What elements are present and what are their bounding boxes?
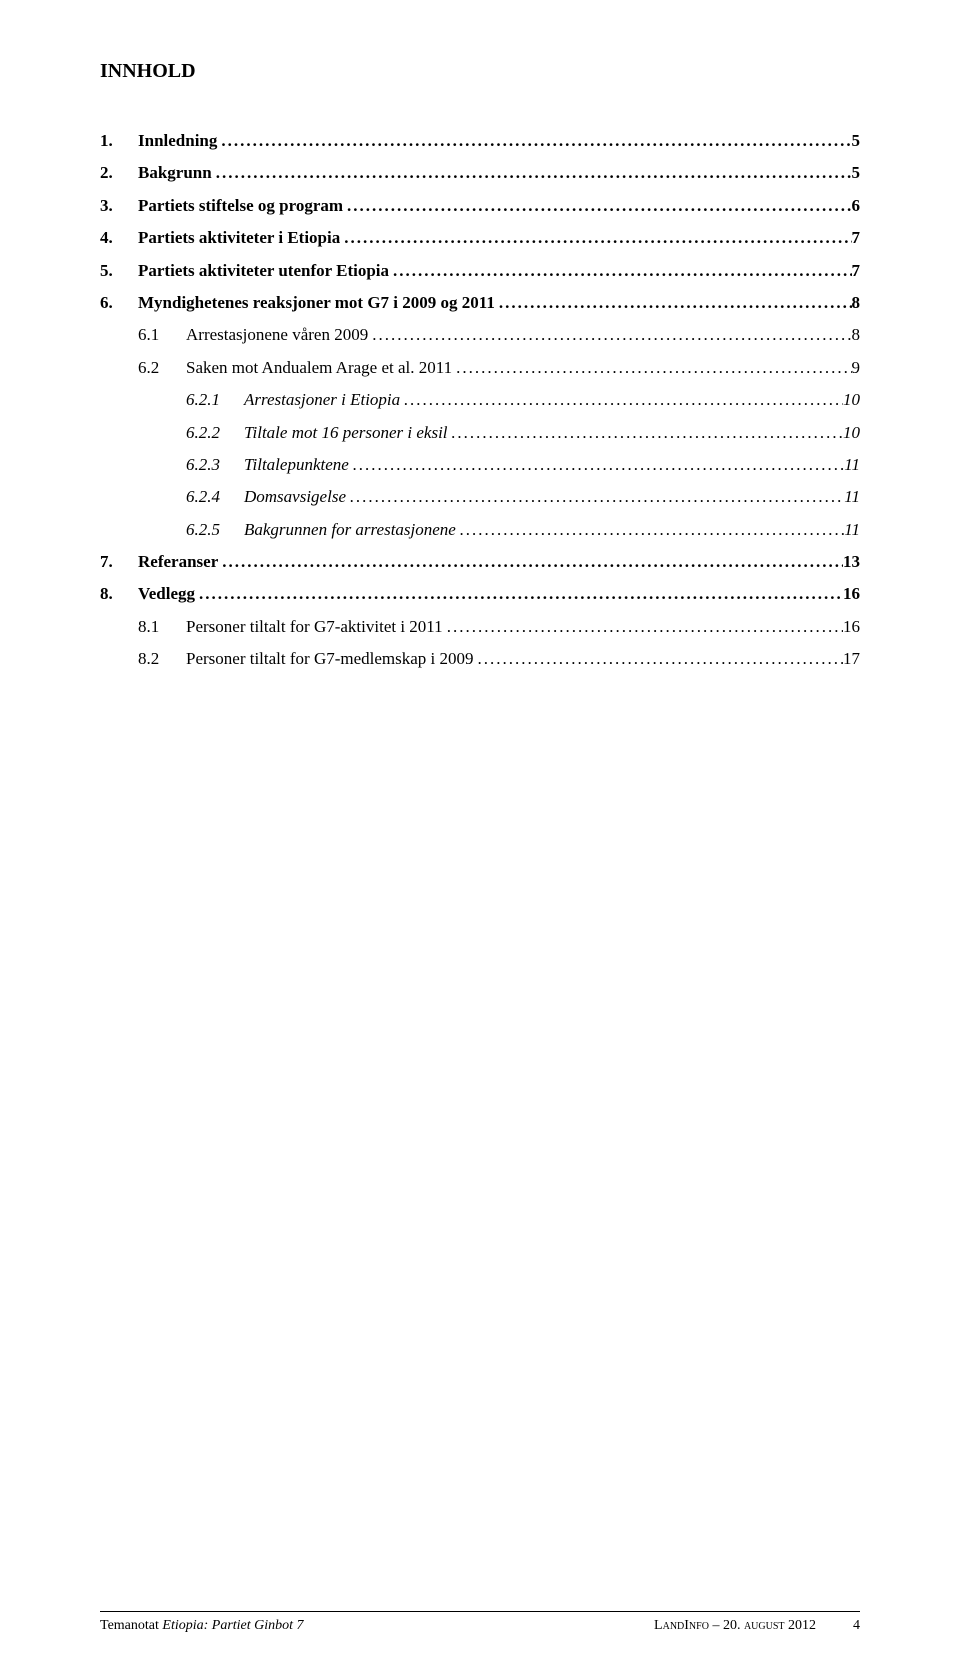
table-of-contents: 1.Innledning............................… [100, 131, 860, 670]
toc-page: 8 [852, 325, 861, 345]
toc-number: 6.2.2 [186, 423, 244, 443]
toc-label: Saken mot Andualem Arage et al. 2011 [186, 358, 452, 378]
toc-number: 4. [100, 228, 138, 248]
toc-entry: 8.1Personer tiltalt for G7-aktivitet i 2… [100, 617, 860, 637]
toc-label: Referanser [138, 552, 218, 572]
footer-center-sep: – [709, 1618, 723, 1633]
toc-entry: 7.Referanser............................… [100, 552, 860, 572]
toc-leader-dots: ........................................… [474, 649, 843, 669]
toc-page: 7 [852, 261, 861, 281]
footer-rule [100, 1611, 860, 1612]
toc-page: 10 [843, 390, 860, 410]
page-footer: Temanotat Etiopia: Partiet Ginbot 7 Land… [100, 1611, 860, 1634]
toc-entry: 8.2Personer tiltalt for G7-medlemskap i … [100, 649, 860, 669]
toc-leader-dots: ........................................… [400, 390, 843, 410]
toc-number: 6.2.4 [186, 487, 244, 507]
toc-label: Vedlegg [138, 584, 195, 604]
toc-page: 13 [843, 552, 860, 572]
toc-entry: 6.2.5Bakgrunnen for arrestasjonene......… [100, 520, 860, 540]
toc-label: Partiets aktiviteter utenfor Etiopia [138, 261, 389, 281]
toc-page: 11 [844, 520, 860, 540]
toc-page: 11 [844, 455, 860, 475]
footer-left-prefix: Temanotat [100, 1618, 162, 1633]
toc-label: Innledning [138, 131, 217, 151]
toc-entry: 6.2Saken mot Andualem Arage et al. 2011.… [100, 358, 860, 378]
toc-entry: 6.2.1Arrestasjoner i Etiopia............… [100, 390, 860, 410]
toc-label: Domsavsigelse [244, 487, 346, 507]
toc-number: 6.2.1 [186, 390, 244, 410]
toc-label: Arrestasjoner i Etiopia [244, 390, 400, 410]
toc-page: 16 [843, 617, 860, 637]
toc-label: Bakgrunn [138, 163, 212, 183]
toc-number: 2. [100, 163, 138, 183]
toc-leader-dots: ........................................… [495, 293, 852, 313]
toc-number: 5. [100, 261, 138, 281]
toc-leader-dots: ........................................… [217, 131, 851, 151]
toc-entry: 1.Innledning............................… [100, 131, 860, 151]
toc-page: 5 [852, 163, 861, 183]
toc-leader-dots: ........................................… [389, 261, 851, 281]
toc-entry: 6.2.4Domsavsigelse......................… [100, 487, 860, 507]
toc-number: 8.1 [138, 617, 186, 637]
footer-right: LandInfo – 20. august 2012 4 [654, 1618, 860, 1634]
toc-label: Tiltale mot 16 personer i eksil [244, 423, 448, 443]
toc-number: 6. [100, 293, 138, 313]
toc-leader-dots: ........................................… [212, 163, 852, 183]
toc-leader-dots: ........................................… [456, 520, 844, 540]
toc-label: Arrestasjonene våren 2009 [186, 325, 368, 345]
page-title: INNHOLD [100, 60, 860, 83]
toc-number: 6.2.3 [186, 455, 244, 475]
toc-entry: 8.Vedlegg...............................… [100, 584, 860, 604]
toc-entry: 6.Myndighetenes reaksjoner mot G7 i 2009… [100, 293, 860, 313]
toc-leader-dots: ........................................… [340, 228, 851, 248]
toc-page: 16 [843, 584, 860, 604]
toc-number: 6.1 [138, 325, 186, 345]
toc-label: Personer tiltalt for G7-aktivitet i 2011 [186, 617, 443, 637]
toc-leader-dots: ........................................… [349, 455, 844, 475]
footer-row: Temanotat Etiopia: Partiet Ginbot 7 Land… [100, 1618, 860, 1634]
footer-page-number: 4 [853, 1618, 860, 1633]
footer-left-italic: Etiopia: Partiet Ginbot 7 [162, 1618, 303, 1633]
toc-number: 6.2 [138, 358, 186, 378]
toc-page: 6 [852, 196, 861, 216]
toc-leader-dots: ........................................… [218, 552, 843, 572]
toc-entry: 2.Bakgrunn..............................… [100, 163, 860, 183]
toc-leader-dots: ........................................… [443, 617, 843, 637]
toc-number: 1. [100, 131, 138, 151]
toc-leader-dots: ........................................… [448, 423, 843, 443]
footer-center-1: LandInfo [654, 1618, 709, 1633]
toc-page: 10 [843, 423, 860, 443]
toc-number: 8.2 [138, 649, 186, 669]
toc-label: Tiltalepunktene [244, 455, 349, 475]
toc-page: 7 [852, 228, 861, 248]
toc-entry: 3.Partiets stiftelse og program.........… [100, 196, 860, 216]
toc-leader-dots: ........................................… [368, 325, 851, 345]
toc-page: 5 [852, 131, 861, 151]
toc-entry: 6.2.3Tiltalepunktene....................… [100, 455, 860, 475]
toc-number: 7. [100, 552, 138, 572]
footer-center-2: 20. august 2012 [723, 1618, 816, 1633]
toc-page: 11 [844, 487, 860, 507]
toc-label: Personer tiltalt for G7-medlemskap i 200… [186, 649, 474, 669]
toc-leader-dots: ........................................… [346, 487, 844, 507]
toc-label: Partiets stiftelse og program [138, 196, 343, 216]
toc-page: 8 [852, 293, 861, 313]
toc-page: 17 [843, 649, 860, 669]
toc-entry: 6.1Arrestasjonene våren 2009............… [100, 325, 860, 345]
toc-label: Bakgrunnen for arrestasjonene [244, 520, 456, 540]
toc-entry: 6.2.2Tiltale mot 16 personer i eksil....… [100, 423, 860, 443]
toc-leader-dots: ........................................… [452, 358, 851, 378]
toc-entry: 5.Partiets aktiviteter utenfor Etiopia..… [100, 261, 860, 281]
toc-label: Myndighetenes reaksjoner mot G7 i 2009 o… [138, 293, 495, 313]
toc-number: 3. [100, 196, 138, 216]
footer-left: Temanotat Etiopia: Partiet Ginbot 7 [100, 1618, 304, 1634]
toc-label: Partiets aktiviteter i Etiopia [138, 228, 340, 248]
toc-number: 8. [100, 584, 138, 604]
toc-leader-dots: ........................................… [343, 196, 851, 216]
toc-entry: 4.Partiets aktiviteter i Etiopia........… [100, 228, 860, 248]
toc-leader-dots: ........................................… [195, 584, 843, 604]
toc-page: 9 [852, 358, 861, 378]
toc-number: 6.2.5 [186, 520, 244, 540]
